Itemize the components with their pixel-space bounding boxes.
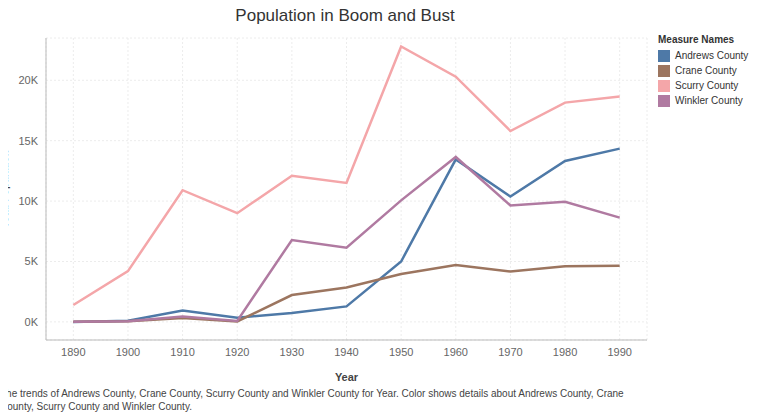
svg-text:5K: 5K [25,255,39,267]
svg-text:20K: 20K [18,74,38,86]
svg-text:1910: 1910 [170,346,194,358]
svg-text:1990: 1990 [607,346,631,358]
svg-text:1890: 1890 [61,346,85,358]
html-text:Population in Boom and Bust: Population in Boom and Bust [235,6,455,25]
svg-text:1900: 1900 [116,346,140,358]
svg-text:Year: Year [335,371,359,383]
svg-text:0K: 0K [25,316,39,328]
svg-text:Total Population: Total Population [8,150,10,228]
svg-text:1930: 1930 [280,346,304,358]
svg-text:1950: 1950 [389,346,413,358]
html-text:Winkler County: Winkler County [675,95,743,106]
svg-text:1920: 1920 [225,346,249,358]
svg-text:1940: 1940 [334,346,358,358]
svg-text:1980: 1980 [553,346,577,358]
svg-text:15K: 15K [18,135,38,147]
html-text:Crane County: Crane County [675,65,737,76]
svg-text:1960: 1960 [444,346,468,358]
html-text:Measure Names: Measure Names [658,34,735,45]
svg-text:1970: 1970 [498,346,522,358]
html-text:The trends of Andrews County,: The trends of Andrews County, Crane Coun… [0,388,624,412]
svg-text:10K: 10K [18,195,38,207]
html-text:Scurry County: Scurry County [675,80,739,91]
html-text:Andrews County: Andrews County [675,50,749,61]
